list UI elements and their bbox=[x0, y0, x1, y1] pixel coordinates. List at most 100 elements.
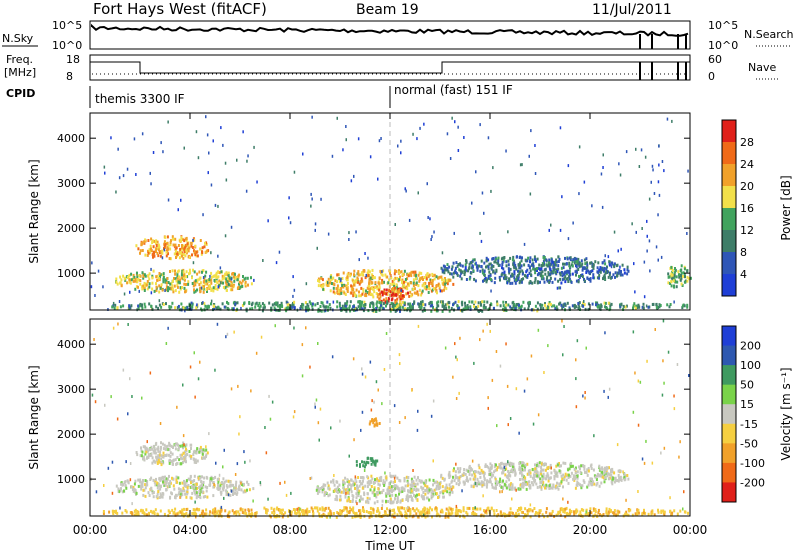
power-echo-cell bbox=[584, 307, 587, 311]
vel-echo-cell bbox=[368, 497, 371, 501]
vel-echo-cell bbox=[483, 474, 486, 478]
power-sparse-cell bbox=[657, 213, 659, 217]
vel-echo-cell bbox=[519, 478, 521, 481]
power-sparse-cell bbox=[613, 230, 616, 234]
vel-echo-cell bbox=[605, 468, 608, 472]
power-echo-cell bbox=[597, 305, 599, 309]
power-echo-cell bbox=[188, 307, 191, 311]
vel-echo-cell bbox=[637, 508, 640, 512]
power-echo-cell bbox=[152, 251, 155, 254]
power-echo-cell bbox=[592, 273, 595, 277]
vel-echo-cell bbox=[529, 515, 532, 519]
vel-echo-region-2 bbox=[315, 474, 455, 505]
power-echo-cell bbox=[181, 254, 183, 258]
power-echo-cell bbox=[365, 294, 368, 298]
power-echo-cell bbox=[534, 304, 537, 308]
vel-echo-cell bbox=[401, 498, 404, 502]
vel-echo-cell bbox=[219, 484, 222, 488]
vel-echo-cell bbox=[539, 480, 542, 484]
vel-echo-cell bbox=[491, 485, 494, 489]
vel-echo-cell bbox=[313, 506, 316, 510]
vel-echo-cell bbox=[603, 480, 606, 484]
vel-echo-region-3 bbox=[440, 461, 630, 491]
power-echo-cell bbox=[581, 268, 584, 272]
vel-echo-cell bbox=[366, 475, 369, 479]
power-sparse-cell bbox=[289, 221, 292, 225]
vel-echo-cell bbox=[187, 484, 190, 487]
vel-echo-cell bbox=[475, 483, 478, 487]
power-echo-cell bbox=[407, 302, 410, 306]
power-sparse-cell bbox=[230, 225, 233, 229]
power-echo-cell bbox=[199, 286, 202, 290]
power-echo-cell bbox=[331, 277, 333, 281]
power-echo-cell bbox=[443, 268, 446, 272]
vel-echo-cell bbox=[538, 485, 541, 489]
power-echo-cell bbox=[371, 301, 374, 305]
vel-echo-cell bbox=[653, 513, 656, 517]
power-sparse-cell bbox=[210, 183, 213, 187]
power-echo-cell bbox=[509, 305, 512, 309]
power-echo-cell bbox=[428, 287, 431, 291]
vel-echo-cell bbox=[321, 490, 324, 494]
power-echo-cell bbox=[552, 263, 555, 267]
vel-echo-cell bbox=[348, 510, 351, 514]
vel-echo-cell bbox=[503, 482, 506, 486]
vel-echo-cell bbox=[123, 481, 126, 484]
vel-echo-cell bbox=[148, 494, 151, 497]
vel-echo-cell bbox=[310, 506, 313, 510]
vel-echo-cell bbox=[421, 510, 424, 514]
vel-echo-cell bbox=[582, 508, 585, 512]
power-sparse-cell bbox=[358, 258, 360, 262]
power-echo-cell bbox=[464, 301, 466, 305]
power-echo-cell bbox=[596, 276, 599, 280]
power-echo-cell bbox=[419, 302, 422, 306]
vel-echo-cell bbox=[428, 488, 431, 492]
vel-echo-cell bbox=[202, 495, 205, 499]
power-echo-cell bbox=[469, 307, 472, 311]
vel-echo-cell bbox=[409, 511, 412, 514]
power-echo-cell bbox=[527, 307, 530, 311]
vel-echo-cell bbox=[181, 493, 184, 496]
vel-echo-cell bbox=[422, 508, 425, 512]
power-echo-cell bbox=[174, 272, 177, 276]
power-sparse-cell bbox=[457, 125, 459, 129]
power-echo-cell bbox=[167, 289, 169, 293]
power-sparse-cell bbox=[149, 171, 151, 175]
power-echo-cell bbox=[430, 309, 433, 313]
vel-echo-cell bbox=[132, 489, 135, 493]
power-echo-cell bbox=[440, 275, 443, 279]
vel-echo-cell bbox=[534, 467, 537, 471]
power-echo-cell bbox=[176, 270, 179, 274]
power-echo-cell bbox=[306, 306, 309, 310]
vel-echo-cell bbox=[464, 472, 467, 476]
power-echo-cell bbox=[145, 283, 148, 287]
vel-echo-cell bbox=[636, 512, 639, 516]
vel-echo-cell bbox=[173, 511, 176, 514]
vel-echo-cell bbox=[562, 485, 564, 489]
power-echo-cell bbox=[545, 258, 548, 262]
power-colorbar-frame bbox=[721, 119, 737, 297]
vel-echo-cell bbox=[404, 513, 407, 517]
power-echo-cell bbox=[620, 270, 622, 273]
power-echo-cell bbox=[172, 279, 174, 283]
power-echo-cell bbox=[134, 287, 137, 291]
power-echo-cell bbox=[575, 257, 578, 261]
vel-echo-cell bbox=[574, 466, 577, 470]
power-echo-cell bbox=[600, 304, 603, 308]
power-echo-cell bbox=[569, 256, 572, 260]
power-echo-cell bbox=[151, 253, 154, 257]
power-echo-cell bbox=[189, 271, 192, 275]
vel-echo-cell bbox=[448, 472, 451, 476]
power-echo-cell bbox=[603, 301, 606, 305]
vel-echo-cell bbox=[538, 461, 541, 465]
power-echo-cell bbox=[148, 282, 151, 286]
power-echo-cell bbox=[206, 278, 209, 282]
power-echo-cell bbox=[618, 271, 621, 275]
power-echo-cell bbox=[437, 276, 440, 280]
vel-echo-cell bbox=[242, 482, 245, 486]
power-echo-cell bbox=[469, 305, 472, 309]
vel-echo-cell bbox=[611, 470, 614, 474]
power-sparse-cell bbox=[380, 137, 382, 140]
vel-echo-cell bbox=[502, 485, 505, 489]
vel-echo-cell bbox=[196, 459, 199, 463]
